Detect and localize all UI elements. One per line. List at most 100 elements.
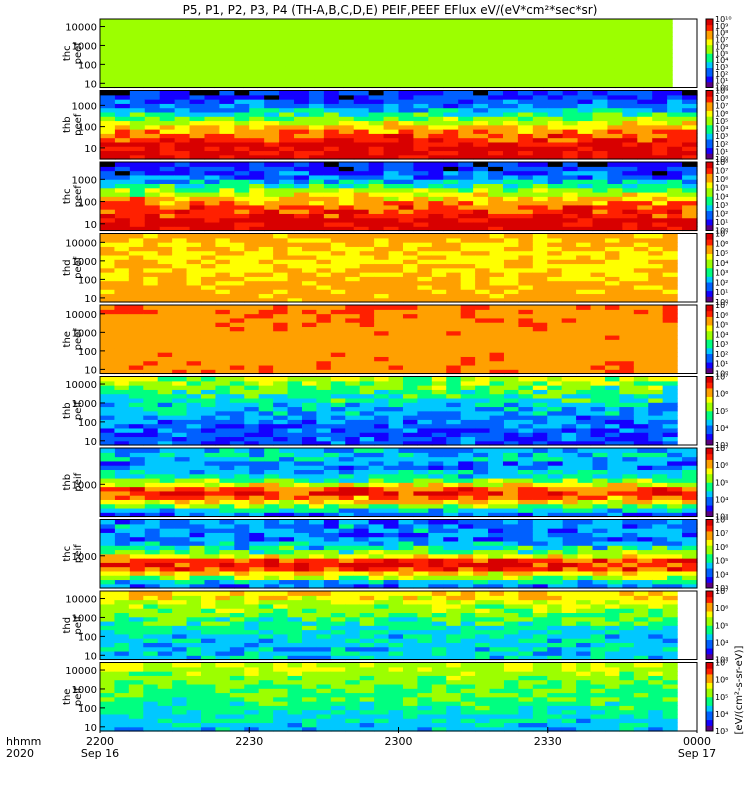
spectrogram-cell <box>619 369 635 375</box>
spectrogram-cell <box>330 284 346 290</box>
spectrogram-cell <box>359 380 375 386</box>
colorbar-segment <box>706 19 713 23</box>
spectrogram-cell <box>234 482 250 488</box>
spectrogram-cell <box>204 519 221 525</box>
spectrogram-cell <box>100 103 116 109</box>
spectrogram-cell <box>273 263 289 269</box>
spectrogram-cell <box>652 162 668 167</box>
spectrogram-cell <box>652 137 668 143</box>
spectrogram-cell <box>294 150 310 156</box>
spectrogram-cell <box>359 237 375 243</box>
spectrogram-cell <box>300 40 316 46</box>
spectrogram-cell <box>100 272 116 277</box>
spectrogram-cell <box>258 280 274 286</box>
spectrogram-cell <box>607 191 623 197</box>
spectrogram-cell <box>443 44 459 50</box>
spectrogram-cell <box>294 456 310 462</box>
spectrogram-cell <box>592 129 609 134</box>
spectrogram-cell <box>532 507 549 513</box>
spectrogram-cell <box>143 276 159 282</box>
spectrogram-cell <box>100 393 116 399</box>
spectrogram-cell <box>264 170 280 176</box>
spectrogram-cell <box>600 53 616 59</box>
spectrogram-cell <box>300 19 316 24</box>
spectrogram-cell <box>157 78 173 84</box>
spectrogram-cell <box>518 415 534 420</box>
spectrogram-cell <box>443 154 459 160</box>
spectrogram-cell <box>386 40 401 46</box>
spectrogram-cell <box>157 289 173 295</box>
spectrogram-cell <box>157 23 173 29</box>
spectrogram-cell <box>431 347 447 353</box>
spectrogram-cell <box>561 254 577 260</box>
spectrogram-cell <box>637 141 653 147</box>
spectrogram-cell <box>662 423 678 429</box>
spectrogram-cell <box>171 78 187 84</box>
spectrogram-cell <box>144 154 161 160</box>
spectrogram-cell <box>475 297 491 303</box>
spectrogram-cell <box>590 259 606 265</box>
spectrogram-cell <box>244 305 260 310</box>
spectrogram-cell <box>592 204 609 210</box>
spectrogram-cell <box>229 427 245 433</box>
spectrogram-cell <box>345 406 361 412</box>
spectrogram-cell <box>629 40 645 46</box>
spectrogram-cell <box>443 196 459 202</box>
spectrogram-cell <box>368 94 385 100</box>
spectrogram-cell <box>234 490 250 496</box>
spectrogram-cell <box>648 402 664 408</box>
spectrogram-cell <box>458 137 474 143</box>
spectrogram-cell <box>402 305 419 310</box>
spectrogram-cell <box>172 385 188 390</box>
spectrogram-cell <box>590 242 606 247</box>
spectrogram-cell <box>345 410 361 416</box>
spectrogram-cell <box>428 107 444 113</box>
spectrogram-cell <box>244 267 260 273</box>
spectrogram-cell <box>562 452 579 458</box>
spectrogram-cell <box>402 436 419 442</box>
spectrogram-cell <box>129 570 146 576</box>
spectrogram-cell <box>229 356 245 362</box>
spectrogram-cell <box>518 427 534 433</box>
spectrogram-cell <box>249 519 265 525</box>
spectrogram-cell <box>662 339 678 345</box>
spectrogram-cell <box>171 53 187 59</box>
spectrogram-cell <box>128 376 144 382</box>
spectrogram-cell <box>100 532 116 538</box>
spectrogram-cell <box>532 482 549 488</box>
spectrogram-cell <box>353 503 370 509</box>
spectrogram-cell <box>398 503 415 509</box>
spectrogram-cell <box>285 61 301 67</box>
spectrogram-cell <box>285 53 301 59</box>
spectrogram-cell <box>114 369 130 375</box>
spectrogram-cell <box>200 352 217 357</box>
colorbar-segment <box>706 221 713 226</box>
spectrogram-cell <box>215 272 231 277</box>
spectrogram-cell <box>500 36 516 42</box>
spectrogram-cell <box>359 309 375 315</box>
spectrogram-cell <box>633 385 649 390</box>
spectrogram-cell <box>532 289 548 295</box>
spectrogram-cell <box>308 146 325 152</box>
spectrogram-cell <box>100 460 116 466</box>
spectrogram-cell <box>383 154 400 160</box>
spectrogram-cell <box>388 352 404 357</box>
spectrogram-cell <box>475 376 491 382</box>
spectrogram-cell <box>345 263 361 269</box>
spectrogram-cell <box>264 116 280 122</box>
spectrogram-cell <box>330 326 346 332</box>
spectrogram-cell <box>114 376 130 382</box>
spectrogram-cell <box>359 402 375 408</box>
spectrogram-cell <box>383 111 400 117</box>
spectrogram-cell <box>428 191 444 197</box>
spectrogram-cell <box>189 499 206 505</box>
spectrogram-cell <box>143 339 159 345</box>
spectrogram-cell <box>371 78 387 84</box>
spectrogram-cell <box>343 70 359 76</box>
spectrogram-cell <box>371 44 387 50</box>
spectrogram-cell <box>215 406 231 412</box>
spectrogram-cell <box>503 360 519 366</box>
spectrogram-cell <box>619 364 635 370</box>
spectrogram-cell <box>100 305 116 310</box>
spectrogram-cell <box>458 495 474 500</box>
